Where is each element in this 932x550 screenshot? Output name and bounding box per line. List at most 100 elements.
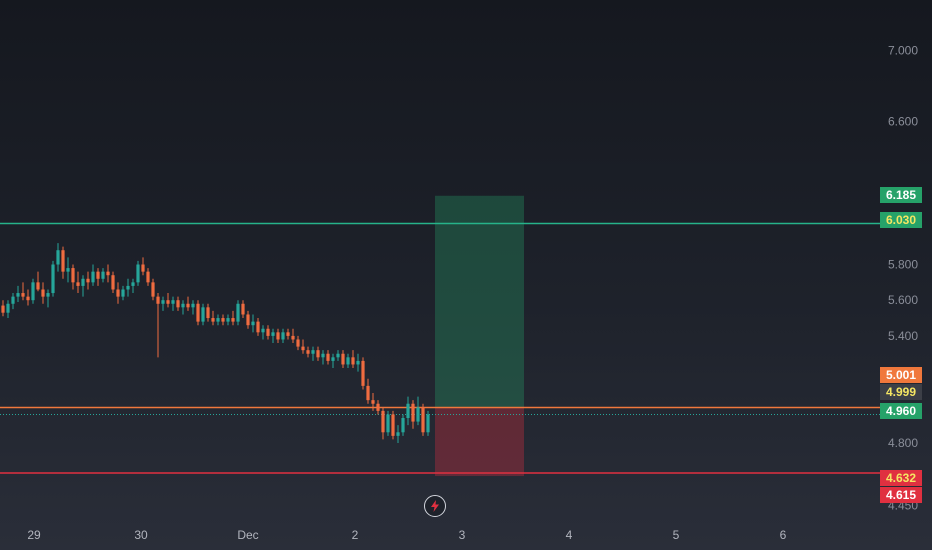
flash-button[interactable] [424,495,446,517]
candle [21,282,25,301]
candle-body [1,305,5,313]
candle-body [171,300,175,304]
candle [351,350,355,369]
candle [326,350,330,365]
candle [291,328,295,344]
candle [76,271,80,294]
candle [296,335,300,351]
price-tag[interactable]: 4.615 [880,487,922,503]
y-tick-label: 7.000 [888,43,918,57]
candle-body [46,293,50,297]
candle [366,378,370,404]
position-zones [435,195,524,477]
candle [376,400,380,415]
candle [406,396,410,426]
candle-body [271,332,275,336]
candle [51,260,55,297]
y-tick-label: 4.800 [888,436,918,450]
candle [121,285,125,301]
x-tick-label: 30 [134,528,148,542]
candle [381,407,385,440]
candle-body [386,414,390,433]
candle [66,257,70,283]
y-tick-label: 5.600 [888,293,918,307]
candle [281,328,285,344]
profit-zone[interactable] [435,195,524,408]
x-axis: 29 30 Dec 2 3 4 5 6 [27,528,786,542]
price-tag[interactable]: 5.001 [880,367,922,383]
candle-body [76,282,80,286]
candle [416,396,420,426]
candle-body [16,293,20,297]
candle [276,328,280,344]
price-tag[interactable]: 4.960 [880,403,922,419]
candle-body [96,271,100,279]
candle-body [121,289,125,297]
candle-body [281,332,285,340]
candle-body [56,250,60,265]
candle-body [11,296,15,304]
candle [336,350,340,361]
price-tag[interactable]: 6.185 [880,187,922,203]
candle [236,300,240,326]
price-lines [0,222,880,474]
candle-body [211,318,215,322]
y-tick-label: 6.600 [888,115,918,129]
candle-body [206,307,210,319]
candle [191,300,195,315]
candle [426,410,430,436]
price-tag[interactable]: 4.999 [880,384,922,400]
candle-body [66,268,70,272]
candle-body [186,303,190,308]
candle [1,300,5,317]
candle-body [416,407,420,422]
candle [6,300,10,319]
candle-body [356,360,360,365]
price-tag[interactable]: 4.632 [880,470,922,486]
candle-body [71,268,75,283]
candle [251,314,255,333]
candle-body [126,285,130,290]
candle-body [321,353,325,358]
y-tick-label: 5.400 [888,329,918,343]
candle-body [181,303,185,308]
candle-body [106,271,110,276]
candle-body [246,314,250,326]
candle-body [256,321,260,333]
candle [386,410,390,436]
price-tag[interactable]: 6.030 [880,212,922,228]
candle-body [251,321,255,326]
candle [206,303,210,322]
candle-body [51,264,55,294]
candle-body [111,275,115,290]
candle-body [191,303,195,308]
x-tick-label: 29 [27,528,41,542]
candle [46,289,50,308]
loss-zone[interactable] [435,407,524,477]
candle [56,243,60,272]
candle [356,353,360,372]
candle-body [311,350,315,354]
candle [411,400,415,429]
candle-body [101,271,105,279]
candle [241,300,245,319]
candle-body [86,278,90,283]
candle-body [331,357,335,361]
candle [71,264,75,290]
candle-body [261,328,265,333]
candle-body [26,296,30,301]
candle-body [201,307,205,322]
candle-body [286,332,290,336]
candle-body [326,353,330,361]
candle [116,282,120,304]
y-tick-label: 5.800 [888,258,918,272]
candle-body [61,250,65,272]
candle-body [91,271,95,283]
candle-body [31,282,35,301]
candle [286,328,290,340]
candle-body [221,318,225,322]
candle-body [161,300,165,304]
candle [311,346,315,361]
candle-body [151,282,155,297]
